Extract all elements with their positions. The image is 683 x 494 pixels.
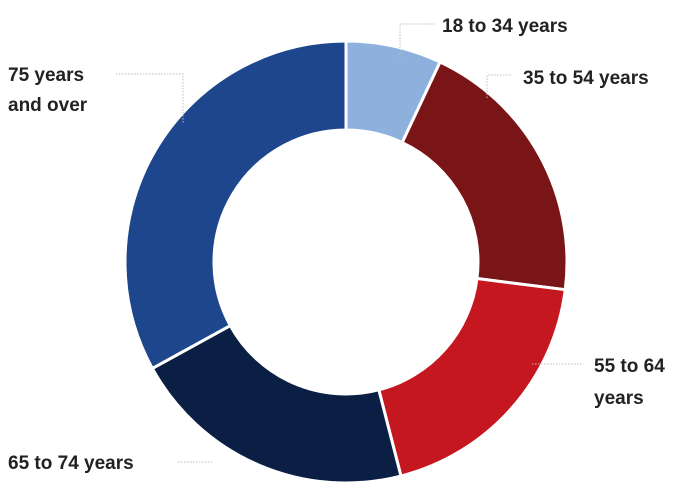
leader-line-35-54 [486, 74, 512, 98]
leader-line-18-34 [399, 23, 436, 60]
label-75-years-and-over: 75 years and over [8, 65, 89, 116]
slice-35-to-54-years [400, 60, 569, 292]
label-65-to-74-years: 65 to 74 years [8, 453, 134, 474]
leader-lines [116, 23, 583, 463]
label-55-to-64-years: 55 to 64 years [594, 356, 670, 409]
slice-75-years-and-over [123, 39, 348, 370]
label-18-to-34-years: 18 to 34 years [442, 16, 568, 37]
slice-55-to-64-years [377, 277, 567, 478]
slice-65-to-74-years [150, 324, 403, 485]
chart-slices [123, 39, 569, 485]
label-35-to-54-years: 35 to 54 years [523, 68, 649, 89]
leader-line-75-over [116, 73, 184, 124]
